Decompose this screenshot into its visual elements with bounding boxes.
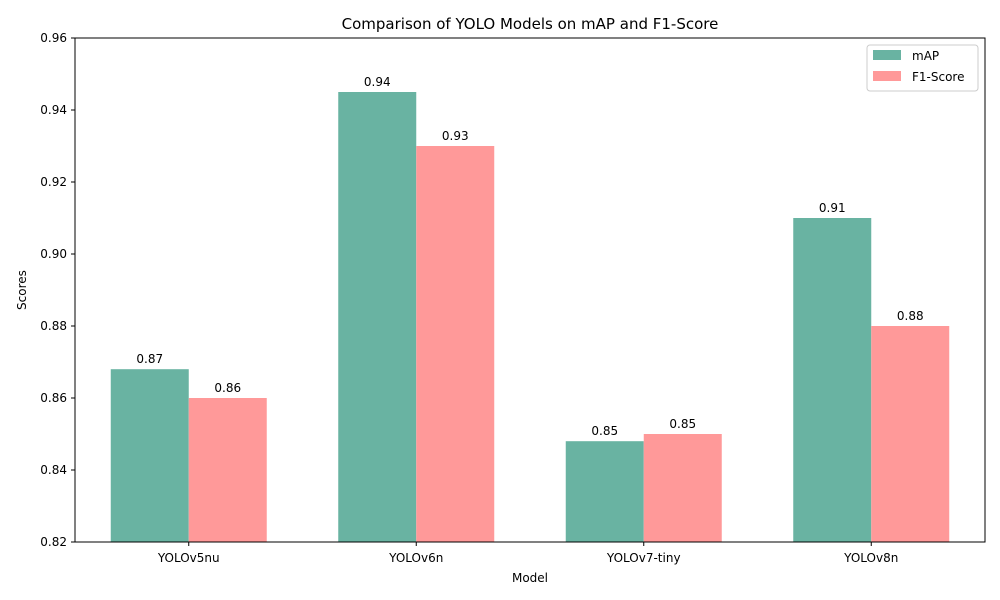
data-label-map-yolov6n: 0.94 (364, 75, 391, 89)
x-tick-label-yolov8n: YOLOv8n (843, 551, 898, 565)
plot-frame (74, 37, 986, 543)
x-axis-label: Model (512, 571, 548, 585)
y-tick-label: 0.84 (40, 463, 67, 477)
data-label-map-yolov8n: 0.91 (819, 201, 846, 215)
bar-map-yolov8n (793, 218, 872, 542)
y-tick-label: 0.94 (40, 103, 67, 117)
x-axis: YOLOv5nu YOLOv6n YOLOv7-tiny YOLOv8n (157, 542, 898, 565)
bar-f1-score-yolov7-tiny (643, 434, 722, 542)
legend-swatch-map (873, 50, 901, 60)
chart-title: Comparison of YOLO Models on mAP and F1-… (342, 15, 719, 33)
legend: mAP F1-Score (866, 44, 979, 92)
x-tick-label-yolov5nu: YOLOv5nu (157, 551, 220, 565)
y-axis-label: Scores (15, 270, 29, 310)
bar-f1-score-yolov6n (416, 146, 495, 542)
y-tick-label: 0.82 (40, 535, 67, 549)
y-tick-label: 0.90 (40, 247, 67, 261)
data-label-f1-score-yolov6n: 0.93 (442, 129, 469, 143)
bar-map-yolov5nu (110, 369, 189, 542)
y-tick-label: 0.92 (40, 175, 67, 189)
bar-map-yolov6n (338, 92, 417, 542)
bars-layer (110, 92, 950, 542)
y-tick-label: 0.88 (40, 319, 67, 333)
legend-swatch-f1-score (873, 71, 901, 81)
data-label-f1-score-yolov5nu: 0.86 (214, 381, 241, 395)
y-axis: 0.82 0.84 0.86 0.88 0.90 0.92 0.94 0.96 (40, 31, 75, 549)
x-tick-label-yolov6n: YOLOv6n (388, 551, 443, 565)
x-tick-label-yolov7-tiny: YOLOv7-tiny (606, 551, 681, 565)
data-label-f1-score-yolov8n: 0.88 (897, 309, 924, 323)
bar-f1-score-yolov5nu (188, 398, 267, 542)
data-label-f1-score-yolov7-tiny: 0.85 (669, 417, 696, 431)
y-tick-label: 0.96 (40, 31, 67, 45)
legend-label-map: mAP (912, 49, 939, 63)
data-label-map-yolov7-tiny: 0.85 (591, 424, 618, 438)
data-labels-layer: 0.87 0.86 0.94 0.93 0.85 0.85 0.91 0.88 (136, 75, 923, 438)
y-tick-label: 0.86 (40, 391, 67, 405)
bar-f1-score-yolov8n (871, 326, 950, 542)
bar-map-yolov7-tiny (565, 441, 644, 542)
data-label-map-yolov5nu: 0.87 (136, 352, 163, 366)
legend-label-f1-score: F1-Score (912, 70, 964, 84)
